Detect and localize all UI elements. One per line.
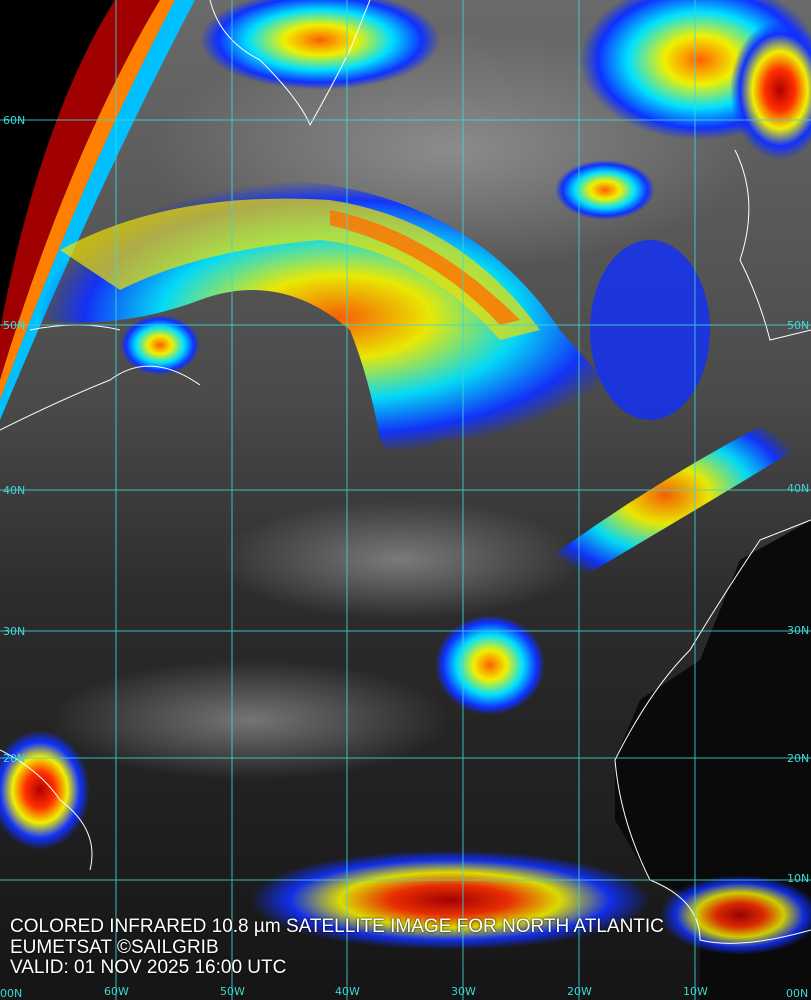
lon-label-right-corner: 00N (786, 987, 809, 1000)
lon-label-20w: 20W (567, 985, 592, 998)
lat-label-right-30n: 30N (787, 624, 810, 637)
lat-label-40n: 40N (3, 484, 26, 497)
limb-red-band (0, 0, 160, 380)
itcz-clouds (250, 850, 650, 950)
lat-label-20n: 20N (3, 752, 26, 765)
lon-label-40w: 40W (335, 985, 360, 998)
lon-label-10w: 10W (683, 985, 708, 998)
lat-label-right-40n: 40N (787, 482, 810, 495)
lat-label-right-10n: 10N (787, 872, 810, 885)
lon-label-60w: 60W (104, 985, 129, 998)
caption-credit: EUMETSAT ©SAILGRIB (10, 936, 219, 958)
caption-valid-time: VALID: 01 NOV 2025 16:00 UTC (10, 957, 287, 978)
lon-label-50w: 50W (220, 985, 245, 998)
lat-label-60n: 60N (3, 114, 26, 127)
lat-label-50n: 50N (3, 319, 26, 332)
lat-label-right-50n: 50N (787, 319, 810, 332)
lon-label-30w: 30W (451, 985, 476, 998)
lat-label-30n: 30N (3, 625, 26, 638)
convective-cluster (435, 615, 545, 715)
lat-label-right-20n: 20N (787, 752, 810, 765)
caption-title: COLORED INFRARED 10.8 µm SATELLITE IMAGE… (10, 916, 664, 937)
subtropical-cloud-band (520, 400, 811, 590)
image-caption: COLORED INFRARED 10.8 µm SATELLITE IMAGE… (10, 916, 664, 979)
lon-label-left-corner: 00N (0, 987, 23, 1000)
space-edge (0, 0, 115, 330)
